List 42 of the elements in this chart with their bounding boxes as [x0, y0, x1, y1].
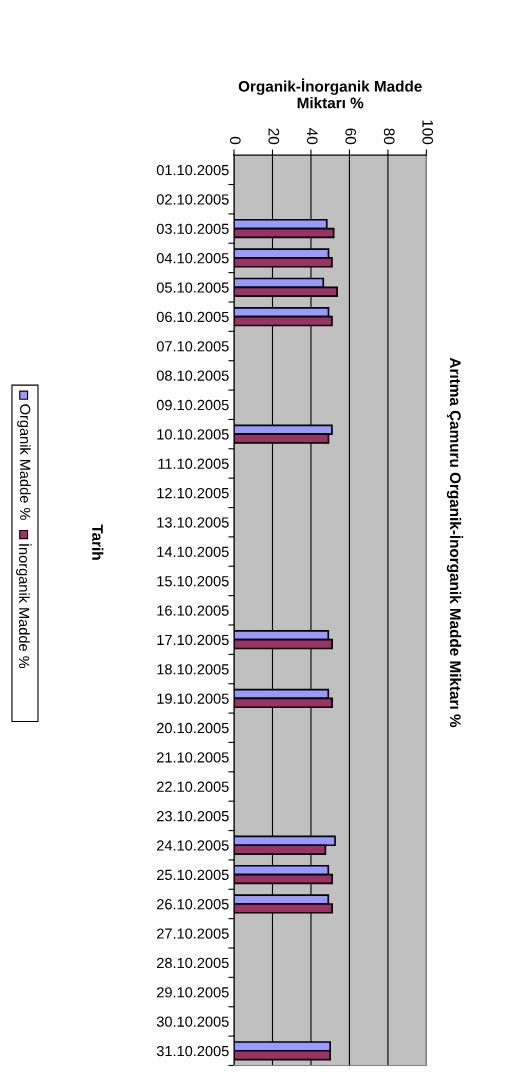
y-tick-label: 20.10.2005 [157, 722, 229, 734]
y-tick-label: 15.10.2005 [157, 576, 229, 587]
x-tick-label: 80 [383, 128, 395, 145]
y-tick-label: 25.10.2005 [157, 869, 229, 881]
y-tick-label: 05.10.2005 [156, 282, 229, 293]
y-tick-label: 06.10.2005 [156, 311, 229, 323]
y-tick-label: 17.10.2005 [157, 634, 229, 646]
x-tick-label: 20 [268, 128, 280, 145]
y-tick-label: 21.10.2005 [157, 752, 229, 763]
y-tick-label: 22.10.2005 [157, 781, 229, 792]
y-tick-label: 09.10.2005 [156, 399, 229, 411]
y-tick-label: 16.10.2005 [157, 605, 229, 616]
x-tick-label: 60 [345, 128, 357, 145]
y-tick-label: 31.10.2005 [156, 1045, 229, 1057]
y-tick-label: 19.10.2005 [157, 693, 229, 704]
y-tick-label: 12.10.2005 [157, 487, 229, 499]
y-tick-label: 02.10.2005 [156, 194, 229, 205]
y-tick-label: 23.10.2005 [157, 810, 229, 822]
y-tick-label: 27.10.2005 [157, 928, 229, 939]
y-tick-label: 24.10.2005 [157, 840, 229, 851]
y-axis-title: Tarih [92, 524, 104, 560]
y-tick-label: 01.10.2005 [156, 164, 229, 176]
y-tick-label: 28.10.2005 [157, 957, 229, 969]
y-tick-label: 11.10.2005 [158, 458, 229, 469]
y-tick-label: 10.10.2005 [157, 429, 229, 440]
legend-label: İnorganik Madde % [16, 544, 32, 669]
y-tick-label: 07.10.2005 [156, 341, 229, 352]
x-tick-label: 40 [306, 128, 318, 145]
y-tick-label: 14.10.2005 [157, 546, 229, 558]
text: Arıtma Çamuru Organik-İnorganik Madde Miktarı % [446, 357, 464, 728]
x-tick-label: 0 [229, 136, 241, 145]
y-tick-label: 18.10.2005 [157, 664, 229, 675]
y-tick-label: 26.10.2005 [157, 899, 229, 910]
legend-label: Organik Madde % [17, 404, 31, 520]
y-tick-label: 04.10.2005 [156, 253, 229, 264]
y-tick-label: 03.10.2005 [156, 223, 229, 234]
y-tick-label: 13.10.2005 [157, 517, 229, 528]
x-tick-label: 100 [422, 120, 434, 145]
y-tick-label: 30.10.2005 [156, 1016, 229, 1027]
y-tick-label: 08.10.2005 [156, 370, 229, 381]
y-tick-label: 29.10.2005 [157, 987, 229, 998]
x-axis-title: Organik-İnorganik Madde Miktarı % [238, 78, 422, 109]
